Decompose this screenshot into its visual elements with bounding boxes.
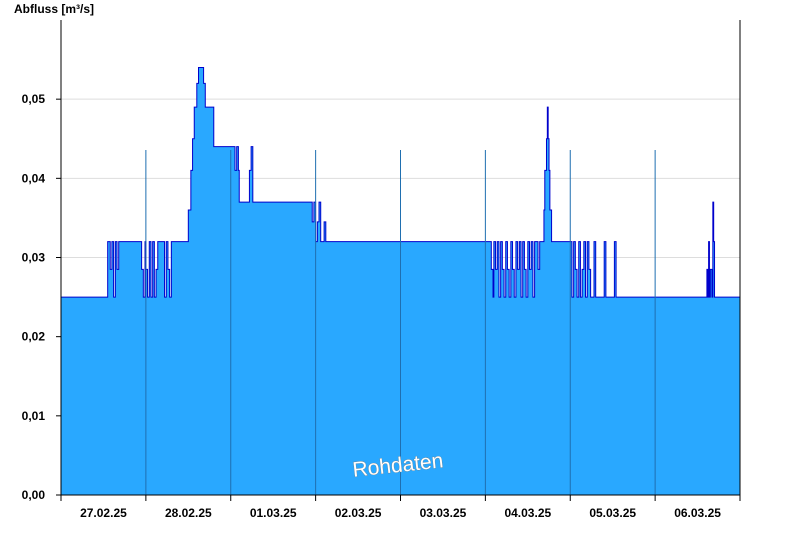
x-tick-label-5: 04.03.25 bbox=[504, 506, 551, 520]
x-tick-labels: 27.02.25 28.02.25 01.03.25 02.03.25 03.03.25… bbox=[60, 495, 741, 520]
y-tick-label-0: 0,00 bbox=[22, 488, 46, 502]
x-tick-label-7: 06.03.25 bbox=[674, 506, 721, 520]
y-axis-label: Abfluss [m³/s] bbox=[14, 2, 95, 16]
y-tick-label-3: 0,03 bbox=[22, 251, 46, 265]
x-tick-label-2: 01.03.25 bbox=[250, 506, 297, 520]
y-tick-labels: 0,00 0,01 0,02 0,03 0,04 0,05 bbox=[22, 92, 61, 502]
day-separators bbox=[145, 150, 656, 495]
y-tick-label-1: 0,01 bbox=[22, 409, 46, 423]
y-tick-label-4: 0,04 bbox=[22, 171, 46, 185]
y-tick-label-5: 0,05 bbox=[22, 92, 46, 106]
y-tick-label-2: 0,02 bbox=[22, 330, 46, 344]
x-tick-label-1: 28.02.25 bbox=[165, 506, 212, 520]
series-line bbox=[61, 67, 740, 298]
x-tick-label-3: 02.03.25 bbox=[335, 506, 382, 520]
x-tick-label-4: 03.03.25 bbox=[420, 506, 467, 520]
x-tick-label-6: 05.03.25 bbox=[589, 506, 636, 520]
x-tick-label-0: 27.02.25 bbox=[80, 506, 127, 520]
